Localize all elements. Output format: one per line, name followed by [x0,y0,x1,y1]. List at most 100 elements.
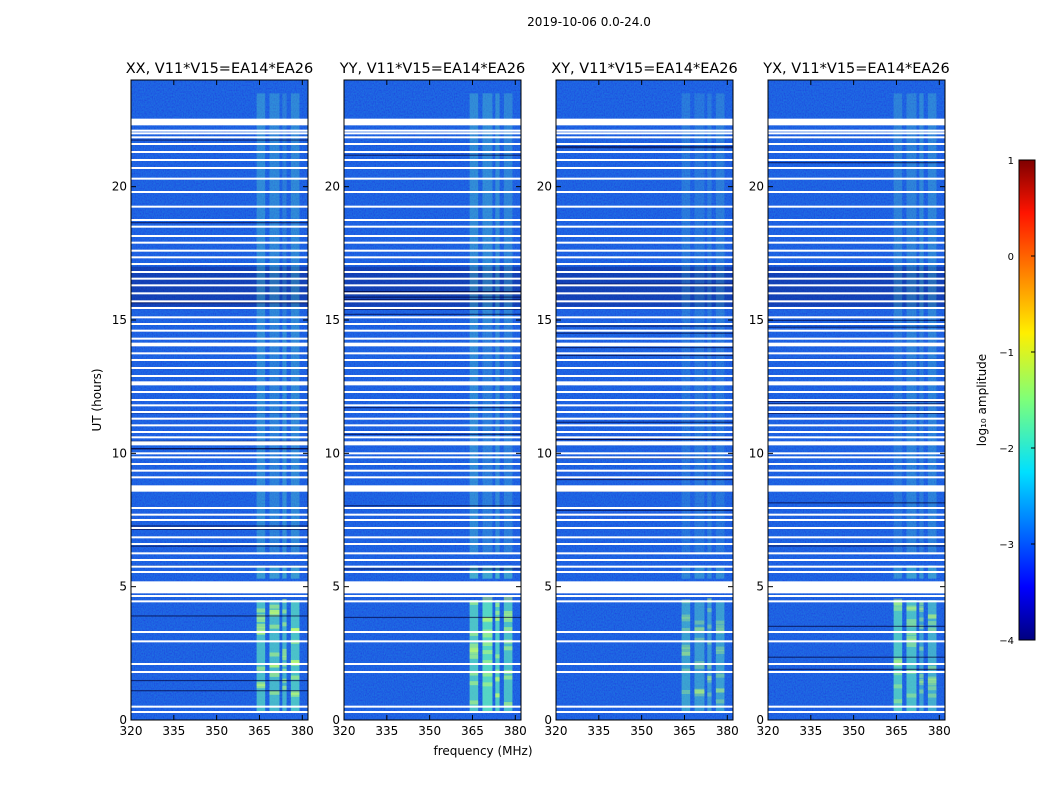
flagged-row [556,159,733,161]
flagged-row [131,456,308,459]
rfi-band-2-2 [919,325,924,555]
panel-frame [343,79,522,721]
rfi-band-3-0 [503,600,513,712]
rfi-band-3-0 [715,600,725,712]
flagged-row [344,167,521,169]
flagged-row [131,417,308,420]
panel-frame [767,79,946,721]
rfi-hotspot [707,640,712,645]
rfi-hotspot [282,668,287,673]
rfi-hotspot [906,607,917,612]
flagged-row [556,571,733,573]
dark-row [131,525,308,527]
flagged-row [344,571,521,573]
y-tick-label: 10 [749,446,764,460]
y-tick-label: 20 [112,180,127,194]
flagged-row [344,565,521,568]
flagged-row [556,151,733,153]
flagged-band [344,441,521,446]
rfi-hotspot [495,677,500,682]
flagged-row [768,316,945,319]
rfi-hotspot [256,623,266,628]
rfi-hotspot [282,652,287,657]
flagged-row [131,476,308,479]
rfi-hotspot [482,682,493,687]
dark-row [556,438,733,441]
y-tick-label: 10 [325,446,340,460]
flagged-row [131,536,308,539]
dark-row [556,478,733,481]
dark-row [131,448,308,450]
flagged-row [768,352,945,355]
flagged-row [556,277,733,280]
flagged-row [556,352,733,355]
rfi-hotspot [715,688,725,693]
flagged-band [131,118,308,126]
flagged-band [768,485,945,491]
flagged-row [131,705,308,708]
flagged-band [344,381,521,386]
y-tick-label: 0 [544,713,552,727]
flagged-row [131,452,308,455]
flagged-row [344,191,521,193]
rfi-hotspot [269,624,280,629]
rfi-hotspot [469,654,479,659]
rfi-hotspot [694,688,705,693]
rfi-hotspot [482,650,493,655]
rfi-hotspot [694,664,705,669]
flagged-row [768,519,945,521]
rfi-hotspot [282,622,287,627]
rfi-hotspot [503,702,513,707]
rfi-hotspot [290,628,300,633]
flagged-row [556,271,733,273]
y-tick-label: 5 [332,580,340,594]
flagged-row [768,565,945,568]
rfi-hotspot [919,678,924,683]
rfi-hotspot [893,600,903,605]
x-tick-label: 335 [162,724,185,738]
colorbar: 1 0 −1 −2 −3 −4 log₁₀ amplitude [975,156,1036,647]
flagged-row [131,263,308,265]
rfi-hotspot [694,627,705,632]
flagged-row [344,344,521,347]
rfi-hotspot [256,627,266,632]
flagged-row [131,399,308,401]
flagged-row [556,671,733,673]
rfi-hotspot [694,637,705,642]
dark-row [344,505,521,507]
rfi-hotspot [707,678,712,683]
dark-row [556,421,733,423]
y-tick-label: 20 [537,180,552,194]
rfi-band-3-3 [290,93,300,326]
rfi-band-2-2 [282,325,287,555]
flagged-row [556,436,733,439]
rfi-hotspot [681,644,691,649]
rfi-hotspot [927,693,937,698]
rfi-band-1-0 [906,600,917,712]
flagged-row [344,225,521,228]
rfi-band-0-2 [469,325,479,555]
flagged-row [131,367,308,369]
flagged-row [131,316,308,319]
flagged-row [556,177,733,180]
flagged-row [344,277,521,280]
rfi-hotspot [503,610,513,615]
flagged-row [344,316,521,319]
rfi-hotspot [681,627,691,632]
rfi-hotspot [269,672,280,677]
rfi-hotspot [906,605,917,610]
y-tick-label: 5 [756,580,764,594]
panel-title: XX, V11*V15=EA14*EA26 [126,61,314,77]
flagged-row [344,536,521,539]
dark-row [768,400,945,403]
flagged-row [131,507,308,509]
colorbar-tick-label: −2 [999,444,1014,455]
flagged-row [131,344,308,347]
flagged-row [344,543,521,545]
y-tick-label: 15 [537,313,552,327]
flagged-row [344,436,521,439]
flagged-row [768,552,945,555]
rfi-hotspot [482,633,493,638]
flagged-row [768,571,945,573]
rfi-band-0-3 [681,93,691,326]
